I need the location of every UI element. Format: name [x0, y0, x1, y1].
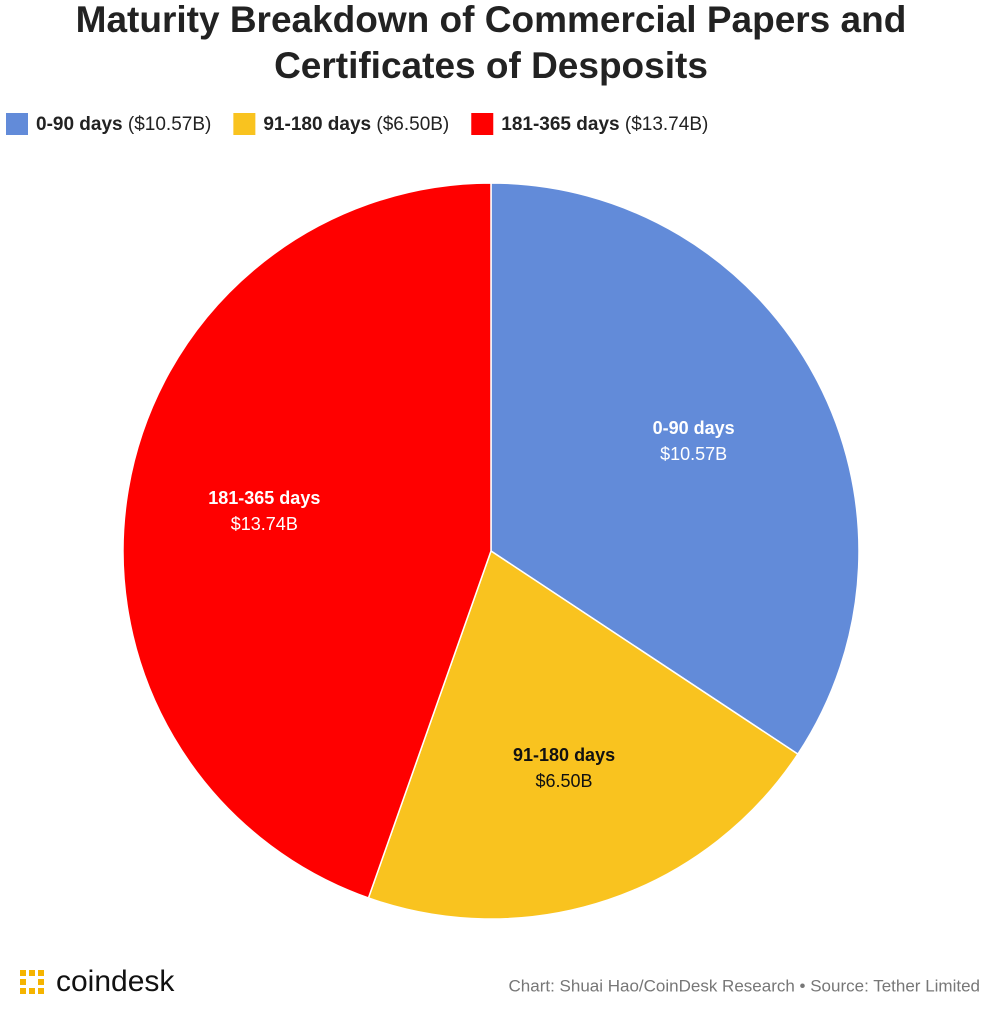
- pie-slice: [122, 182, 492, 899]
- slice-value: $6.50B: [536, 771, 593, 791]
- legend-label: 91-180 days: [263, 114, 371, 135]
- slice-label: 181-365 days: [208, 488, 320, 508]
- legend-value: ($13.74B): [625, 114, 708, 135]
- legend-swatch: [471, 113, 494, 135]
- slice-value: $13.74B: [231, 514, 298, 534]
- logo-icon: [20, 970, 44, 994]
- source-note: Chart: Shuai Hao/CoinDesk Research • Sou…: [509, 976, 980, 995]
- legend-entry: 91-180 days ($6.50B): [263, 114, 449, 135]
- legend-value: ($10.57B): [128, 114, 211, 135]
- slice-value: $10.57B: [660, 444, 727, 464]
- chart-title: Maturity Breakdown of Commercial Papers …: [76, 0, 907, 40]
- legend-value: ($6.50B): [376, 114, 449, 135]
- slice-label: 91-180 days: [513, 745, 615, 765]
- slice-label: 0-90 days: [653, 418, 735, 438]
- legend-swatch: [6, 113, 28, 135]
- legend-swatch: [233, 113, 256, 135]
- chart-title: Certificates of Desposits: [274, 45, 708, 86]
- pie-slice: [367, 549, 799, 920]
- legend-entry: 0-90 days ($10.57B): [36, 114, 211, 135]
- legend-label: 181-365 days: [501, 114, 619, 135]
- legend-entry: 181-365 days ($13.74B): [501, 114, 708, 135]
- logo-text: coindesk: [56, 965, 175, 998]
- legend-label: 0-90 days: [36, 114, 123, 135]
